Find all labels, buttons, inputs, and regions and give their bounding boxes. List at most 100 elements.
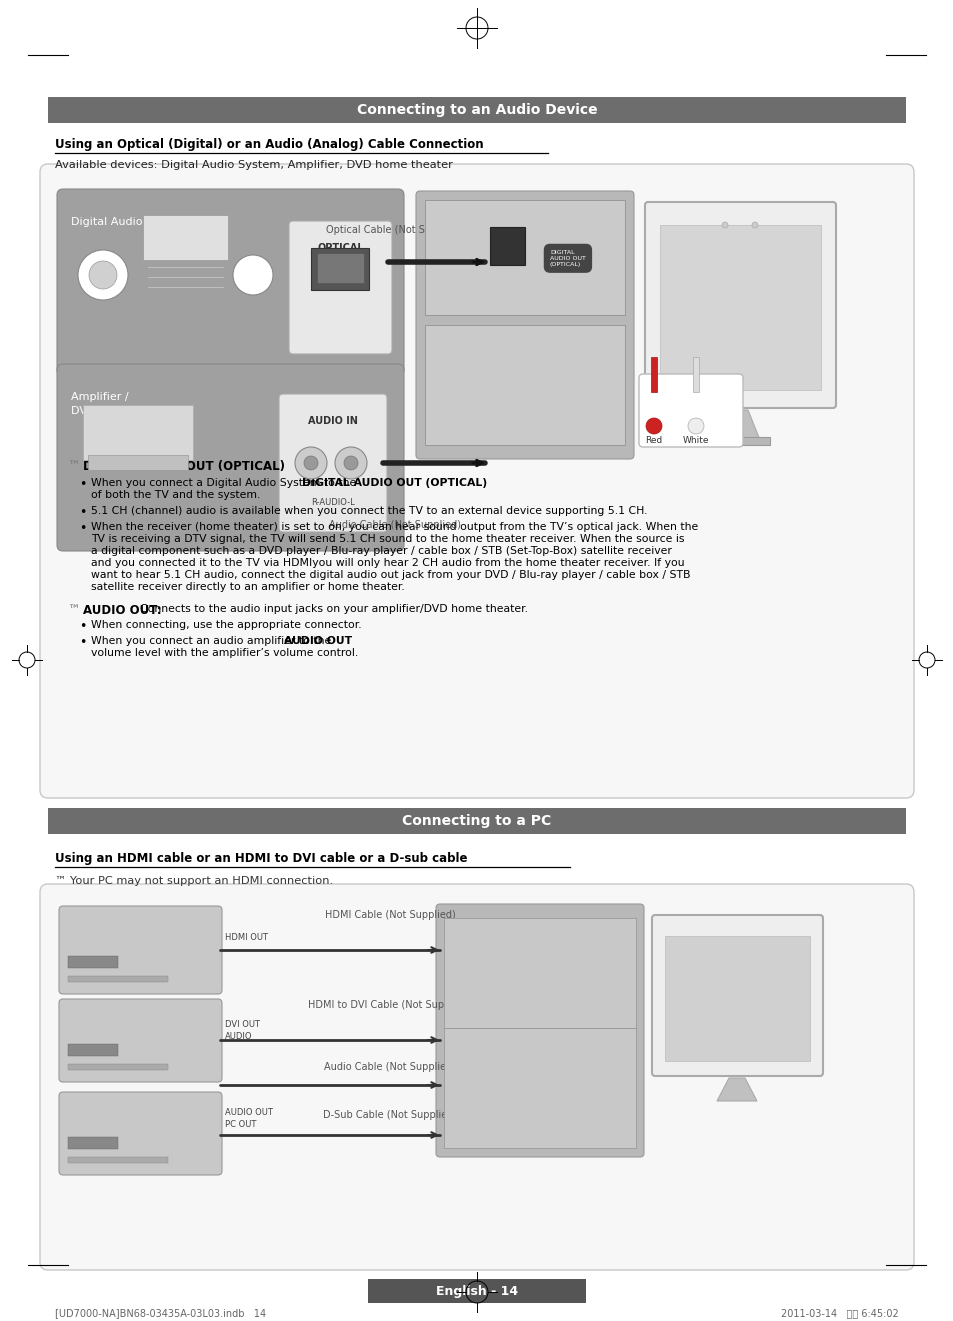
FancyBboxPatch shape — [436, 904, 643, 1157]
Text: Using an HDMI cable or an HDMI to DVI cable or a D-sub cable: Using an HDMI cable or an HDMI to DVI ca… — [55, 852, 467, 865]
Bar — [664, 937, 809, 1061]
Text: HDMI to DVI Cable (Not Supplied): HDMI to DVI Cable (Not Supplied) — [308, 1000, 472, 1011]
Bar — [424, 325, 624, 445]
FancyBboxPatch shape — [59, 906, 222, 993]
FancyBboxPatch shape — [278, 394, 387, 532]
FancyBboxPatch shape — [289, 221, 392, 354]
Bar — [490, 227, 524, 266]
Text: DVI OUT: DVI OUT — [225, 1020, 260, 1029]
Text: AUDIO OUT: AUDIO OUT — [225, 1108, 273, 1118]
Bar — [443, 918, 636, 1028]
Text: TV is receiving a DTV signal, the TV will send 5.1 CH sound to the home theater : TV is receiving a DTV signal, the TV wil… — [91, 534, 684, 544]
Text: ™: ™ — [67, 604, 79, 617]
Text: of both the TV and the system.: of both the TV and the system. — [91, 490, 260, 501]
Text: R-AUDIO-L: R-AUDIO-L — [311, 498, 355, 507]
Bar — [48, 808, 905, 834]
Bar — [48, 96, 905, 123]
Text: Using an Optical (Digital) or an Audio (Analog) Cable Connection: Using an Optical (Digital) or an Audio (… — [55, 137, 483, 151]
Text: 5.1 CH (channel) audio is available when you connect the TV to an external devic: 5.1 CH (channel) audio is available when… — [91, 506, 647, 517]
Circle shape — [304, 456, 317, 470]
Bar — [659, 225, 821, 390]
Bar — [443, 1028, 636, 1148]
Circle shape — [645, 417, 661, 435]
Text: Red: Red — [644, 436, 662, 445]
Text: When connecting, use the appropriate connector.: When connecting, use the appropriate con… — [91, 620, 361, 630]
Text: DIGITAL AUDIO OUT (OPTICAL): DIGITAL AUDIO OUT (OPTICAL) — [83, 460, 285, 473]
Text: Connects to the audio input jacks on your amplifier/DVD home theater.: Connects to the audio input jacks on you… — [140, 604, 527, 614]
Text: DVD home theater: DVD home theater — [71, 406, 175, 416]
Polygon shape — [720, 410, 760, 440]
Text: a digital component such as a DVD player / Blu-ray player / cable box / STB (Set: a digital component such as a DVD player… — [91, 546, 671, 556]
FancyBboxPatch shape — [644, 202, 835, 408]
Bar — [68, 1137, 118, 1149]
Circle shape — [89, 262, 117, 289]
FancyBboxPatch shape — [57, 189, 403, 376]
Bar — [424, 199, 624, 314]
Text: •: • — [79, 522, 87, 535]
Circle shape — [335, 446, 367, 480]
Text: want to hear 5.1 CH audio, connect the digital audio out jack from your DVD / Bl: want to hear 5.1 CH audio, connect the d… — [91, 569, 690, 580]
Text: Connecting to an Audio Device: Connecting to an Audio Device — [356, 103, 597, 118]
FancyBboxPatch shape — [59, 999, 222, 1082]
Bar — [368, 1279, 585, 1303]
Circle shape — [687, 417, 703, 435]
Text: When you connect an audio amplifier to the: When you connect an audio amplifier to t… — [91, 635, 335, 646]
Text: ™: ™ — [67, 460, 79, 473]
Text: Digital Audio System: Digital Audio System — [71, 217, 188, 227]
Circle shape — [294, 446, 327, 480]
Bar — [83, 406, 193, 460]
Text: •: • — [79, 635, 87, 649]
Text: [UD7000-NA]BN68-03435A-03L03.indb   14: [UD7000-NA]BN68-03435A-03L03.indb 14 — [55, 1308, 266, 1318]
FancyBboxPatch shape — [40, 164, 913, 798]
Text: D-Sub Cable (Not Supplied): D-Sub Cable (Not Supplied) — [323, 1110, 456, 1120]
FancyBboxPatch shape — [59, 1092, 222, 1174]
Text: AUDIO OUT: AUDIO OUT — [284, 635, 353, 646]
Text: Amplifier /: Amplifier / — [71, 392, 129, 402]
Bar — [692, 357, 699, 392]
Text: When you connect a Digital Audio System to the: When you connect a Digital Audio System … — [91, 478, 359, 487]
FancyBboxPatch shape — [416, 192, 634, 458]
Circle shape — [721, 222, 727, 229]
Bar — [650, 357, 657, 392]
Text: volume level with the amplifier’s volume control.: volume level with the amplifier’s volume… — [91, 649, 358, 658]
Bar — [316, 254, 364, 283]
Bar — [68, 1063, 168, 1070]
Text: 2011-03-14   오후 6:45:02: 2011-03-14 오후 6:45:02 — [781, 1308, 898, 1318]
Text: Audio Cable (Not Supplied): Audio Cable (Not Supplied) — [324, 1062, 456, 1073]
Text: OPTICAL: OPTICAL — [316, 243, 363, 254]
Text: Audio Cable (Not Supplied): Audio Cable (Not Supplied) — [329, 520, 461, 530]
Text: ™ Your PC may not support an HDMI connection.: ™ Your PC may not support an HDMI connec… — [55, 876, 333, 886]
FancyBboxPatch shape — [57, 365, 403, 551]
FancyBboxPatch shape — [639, 374, 742, 446]
Circle shape — [751, 222, 758, 229]
Text: HDMI OUT: HDMI OUT — [225, 933, 268, 942]
Text: satellite receiver directly to an amplifier or home theater.: satellite receiver directly to an amplif… — [91, 583, 404, 592]
Text: DIGITAL AUDIO OUT (OPTICAL): DIGITAL AUDIO OUT (OPTICAL) — [302, 478, 487, 487]
Bar — [143, 215, 228, 260]
Text: AUDIO IN: AUDIO IN — [308, 416, 357, 425]
Text: PC OUT: PC OUT — [225, 1120, 256, 1129]
Text: DIGITAL
AUDIO OUT
(OPTICAL): DIGITAL AUDIO OUT (OPTICAL) — [550, 250, 585, 267]
Text: When the receiver (home theater) is set to on, you can hear sound output from th: When the receiver (home theater) is set … — [91, 522, 698, 532]
Text: •: • — [79, 620, 87, 633]
Bar — [709, 437, 769, 445]
Text: AUDIO OUT:: AUDIO OUT: — [83, 604, 166, 617]
Text: HDMI Cable (Not Supplied): HDMI Cable (Not Supplied) — [324, 910, 455, 919]
Bar — [68, 1157, 168, 1162]
Polygon shape — [717, 1078, 757, 1100]
FancyBboxPatch shape — [40, 884, 913, 1269]
Text: and you connected it to the TV via HDMIyou will only hear 2 CH audio from the ho: and you connected it to the TV via HDMIy… — [91, 557, 684, 568]
Text: AUDIO: AUDIO — [225, 1032, 253, 1041]
FancyBboxPatch shape — [651, 915, 822, 1077]
Bar — [311, 248, 369, 291]
Bar — [88, 454, 188, 470]
Bar — [68, 1044, 118, 1055]
Text: •: • — [79, 478, 87, 491]
Text: •: • — [79, 506, 87, 519]
Text: White: White — [682, 436, 708, 445]
Text: Connecting to a PC: Connecting to a PC — [402, 814, 551, 828]
Circle shape — [344, 456, 357, 470]
Circle shape — [233, 255, 273, 295]
Text: Optical Cable (Not Supplied): Optical Cable (Not Supplied) — [326, 225, 464, 235]
Bar — [68, 956, 118, 968]
